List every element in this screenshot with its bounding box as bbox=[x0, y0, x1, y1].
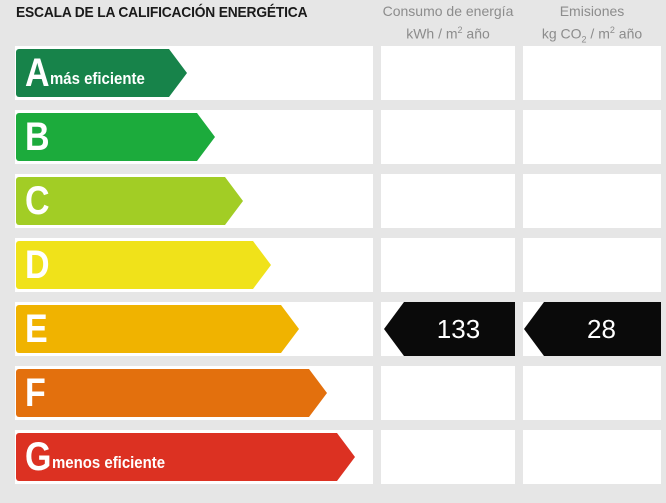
emisiones-header-line1: Emisiones bbox=[559, 3, 625, 19]
class-letter: C bbox=[25, 179, 50, 223]
emisiones-cell bbox=[523, 174, 661, 228]
emisiones-header-line2: kg CO2 / m2 año bbox=[541, 25, 643, 45]
class-description: más eficiente bbox=[49, 69, 145, 88]
class-arrow-f: F bbox=[16, 369, 327, 417]
class-cell: F bbox=[15, 366, 373, 420]
class-arrow-d: D bbox=[16, 241, 271, 289]
emisiones-cell bbox=[523, 430, 661, 484]
scale-title: ESCALA DE LA CALIFICACIÓN ENERGÉTICA bbox=[16, 4, 308, 21]
class-letter: A bbox=[25, 51, 50, 95]
emisiones-cell bbox=[523, 110, 661, 164]
class-arrow-e: E bbox=[16, 305, 299, 353]
class-row-d: D bbox=[0, 238, 666, 292]
class-row-c: C bbox=[0, 174, 666, 228]
emisiones-header: Emisiones kg CO2 / m2 año bbox=[522, 2, 662, 49]
consumo-header-line2: kWh / m2 año bbox=[406, 25, 490, 42]
class-letter: D bbox=[25, 243, 50, 287]
class-letter: E bbox=[25, 307, 48, 351]
class-letter: G bbox=[25, 435, 52, 479]
consumo-cell bbox=[381, 174, 515, 228]
class-row-b: B bbox=[0, 110, 666, 164]
class-arrow-c: C bbox=[16, 177, 243, 225]
consumo-cell bbox=[381, 110, 515, 164]
consumo-cell bbox=[381, 366, 515, 420]
consumo-cell bbox=[381, 430, 515, 484]
class-cell: E bbox=[15, 302, 373, 356]
emisiones-rating-marker: 28 bbox=[524, 302, 661, 356]
class-row-f: F bbox=[0, 366, 666, 420]
emisiones-cell bbox=[523, 366, 661, 420]
consumo-header: Consumo de energía kWh / m2 año bbox=[380, 2, 516, 44]
consumo-value: 133 bbox=[436, 313, 481, 344]
emisiones-cell bbox=[523, 46, 661, 100]
class-cell: D bbox=[15, 238, 373, 292]
emisiones-cell bbox=[523, 238, 661, 292]
class-letter: F bbox=[25, 371, 46, 415]
emisiones-value: 28 bbox=[587, 313, 616, 344]
class-cell: C bbox=[15, 174, 373, 228]
class-arrow-b: B bbox=[16, 113, 215, 161]
class-letter: B bbox=[25, 115, 50, 159]
consumo-cell bbox=[381, 238, 515, 292]
class-cell: B bbox=[15, 110, 373, 164]
consumo-cell bbox=[381, 46, 515, 100]
class-row-e: E 133 28 bbox=[0, 302, 666, 356]
consumo-rating-marker: 133 bbox=[384, 302, 515, 356]
consumo-header-line1: Consumo de energía bbox=[382, 3, 514, 19]
class-description: menos eficiente bbox=[52, 453, 166, 472]
